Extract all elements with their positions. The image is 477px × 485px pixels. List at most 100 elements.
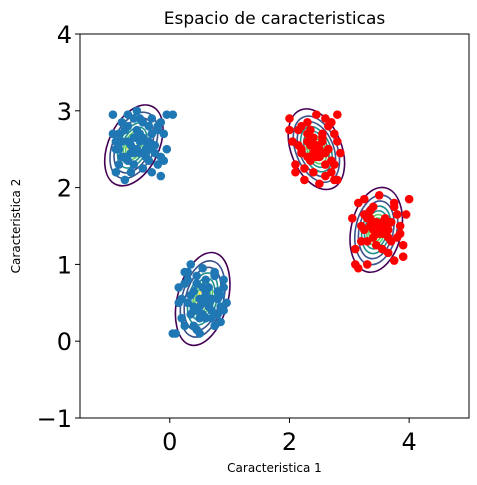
point-class_b-49 (333, 175, 342, 185)
point-class_b-76 (389, 256, 399, 265)
point-class_a-61 (177, 313, 187, 323)
point-class_a-50 (117, 152, 127, 162)
x-tick-label-0: 0 (162, 428, 177, 456)
point-class_b-8 (309, 167, 318, 177)
point-class_a-23 (135, 114, 145, 123)
x-tick-label-2: 4 (402, 428, 417, 456)
y-tick-label-5: 4 (57, 21, 72, 49)
point-class_a-98 (174, 298, 184, 308)
point-class_a-82 (207, 313, 216, 323)
point-class_a-115 (198, 298, 207, 308)
point-class_a-112 (201, 290, 210, 300)
point-class_b-2 (291, 160, 300, 169)
y-tick-label-2: 1 (57, 251, 72, 279)
point-class_a-97 (171, 329, 181, 338)
point-class_b-48 (327, 167, 336, 177)
point-class_a-75 (219, 275, 228, 285)
point-class_a-6 (126, 167, 136, 177)
point-class_b-36 (321, 160, 330, 169)
point-class_b-68 (401, 210, 411, 219)
point-class_b-41 (285, 125, 294, 135)
point-class_a-107 (213, 286, 222, 296)
point-class_a-18 (162, 144, 172, 154)
x-tick-label-1: 2 (282, 428, 297, 456)
point-class_a-8 (132, 106, 142, 116)
point-class_b-43 (297, 144, 306, 154)
point-class_a-25 (147, 167, 157, 177)
point-class_a-100 (192, 325, 201, 334)
y-tick-label-3: 2 (57, 175, 72, 203)
point-class_b-0 (285, 114, 294, 123)
point-class_a-114 (192, 306, 201, 315)
point-class_a-54 (120, 125, 130, 135)
point-class_a-56 (135, 129, 145, 139)
point-class_b-91 (365, 214, 375, 223)
point-class_a-13 (147, 114, 157, 123)
tick-group: 0 2 4 −1 0 1 2 3 4 (37, 21, 417, 456)
point-class_b-39 (306, 156, 315, 166)
point-class_b-18 (291, 167, 300, 177)
point-class_b-51 (350, 244, 360, 254)
x-axis-label: Caracteristica 1 (227, 461, 322, 475)
point-class_b-5 (300, 175, 309, 185)
point-class_a-37 (162, 110, 172, 119)
plot-content (103, 104, 414, 347)
point-class_b-98 (368, 233, 378, 242)
point-class_a-0 (108, 129, 118, 139)
point-class_a-30 (120, 175, 130, 185)
point-class_a-101 (201, 275, 210, 285)
point-class_a-111 (180, 279, 190, 288)
point-class_b-99 (380, 229, 390, 238)
point-class_a-58 (156, 171, 166, 181)
point-class_a-33 (138, 164, 148, 173)
point-class_b-55 (362, 260, 372, 269)
point-class_a-108 (195, 313, 204, 323)
point-class_b-25 (333, 110, 342, 119)
point-class_b-94 (389, 202, 399, 212)
y-axis-label: Caracteristica 2 (9, 179, 23, 274)
y-tick-label-4: 3 (57, 98, 72, 126)
y-tick-label-0: −1 (37, 405, 72, 433)
point-class_b-84 (392, 210, 402, 219)
point-class_a-95 (207, 306, 216, 315)
point-class_a-52 (126, 141, 136, 150)
point-class_a-19 (111, 167, 121, 177)
point-class_a-83 (213, 294, 222, 304)
point-class_a-59 (129, 148, 139, 158)
point-class_b-96 (359, 194, 369, 204)
point-class_b-66 (395, 221, 405, 231)
point-class_a-92 (189, 286, 199, 296)
point-class_a-105 (198, 283, 207, 292)
point-class_a-2 (114, 160, 124, 169)
point-class_b-38 (318, 133, 327, 142)
point-class_b-95 (398, 252, 408, 262)
point-class_a-42 (168, 110, 178, 119)
point-class_a-102 (210, 321, 219, 331)
point-class_a-39 (129, 114, 139, 123)
point-class_b-53 (356, 237, 366, 246)
point-class_a-90 (210, 267, 219, 277)
point-class_a-53 (144, 121, 154, 131)
point-class_b-67 (398, 240, 408, 250)
point-class_a-51 (153, 160, 163, 169)
point-class_a-45 (111, 137, 121, 146)
point-class_b-42 (330, 129, 339, 139)
point-class_b-46 (321, 148, 330, 158)
point-class_b-77 (395, 229, 405, 238)
point-class_b-23 (321, 114, 330, 123)
point-class_b-47 (303, 129, 312, 139)
point-class_b-16 (333, 137, 342, 146)
point-class_b-50 (348, 214, 357, 223)
chart-title: Espacio de caracteristicas (164, 9, 386, 29)
point-class_a-57 (114, 144, 124, 154)
point-class_a-17 (159, 129, 169, 139)
point-class_b-78 (356, 221, 366, 231)
point-class_a-113 (216, 302, 225, 311)
point-class_a-64 (186, 260, 196, 269)
point-class_b-74 (377, 244, 387, 254)
point-class_b-17 (336, 148, 345, 158)
point-class_b-69 (404, 194, 414, 204)
point-class_a-87 (192, 271, 201, 281)
point-class_a-68 (198, 263, 207, 273)
